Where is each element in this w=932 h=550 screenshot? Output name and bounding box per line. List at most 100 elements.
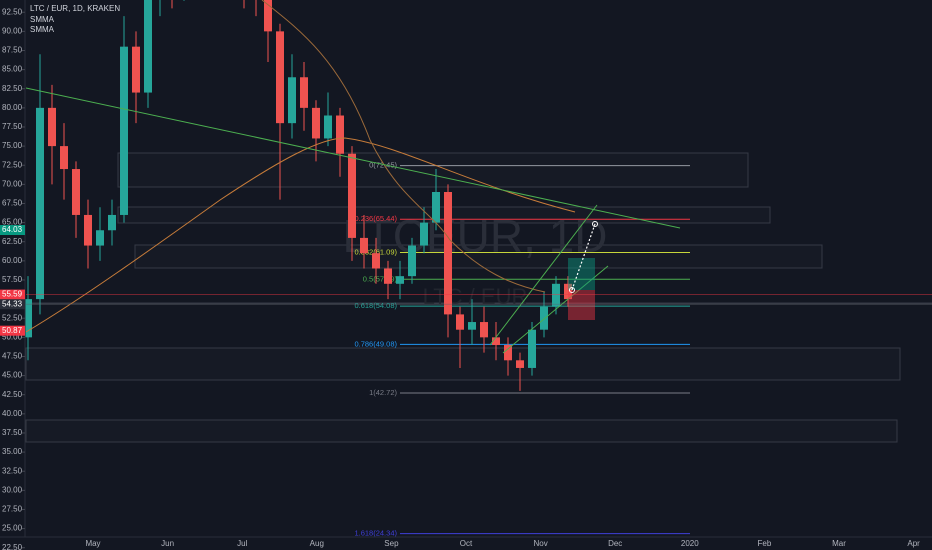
price-tag — [0, 325, 25, 336]
smma-slow — [25, 137, 576, 333]
y-tick-label: 30.00 — [2, 485, 23, 494]
y-tick-label: 37.50 — [2, 428, 23, 437]
candle-body — [60, 146, 68, 170]
y-tick-label: 50.00 — [2, 332, 23, 341]
y-tick-label: 25.00 — [2, 524, 23, 533]
fib-label: 0.618(54.08) — [354, 301, 397, 310]
y-tick-label: 42.50 — [2, 390, 23, 399]
fib-label: 1.618(24.34) — [354, 529, 397, 538]
y-tick-label: 65.00 — [2, 218, 23, 227]
trendline — [25, 87, 681, 229]
x-tick-label: 2020 — [681, 539, 699, 548]
price-tag-label: 50.87 — [2, 326, 23, 335]
fib-label: 0(72.45) — [369, 161, 397, 170]
candle-body — [120, 46, 128, 215]
x-tick-label: Mar — [832, 539, 846, 548]
x-tick-label: Nov — [533, 539, 547, 548]
candle-body — [504, 344, 512, 361]
candles — [24, 0, 572, 391]
candle-body — [516, 360, 524, 368]
y-tick-label: 35.00 — [2, 447, 23, 456]
candle-body — [528, 329, 536, 368]
candle-body — [84, 214, 92, 246]
price-tag-label: 54.33 — [2, 299, 23, 308]
y-tick-label: 60.00 — [2, 256, 23, 265]
candle-body — [312, 107, 320, 139]
candle-body — [36, 107, 44, 300]
y-tick-label: 52.50 — [2, 313, 23, 322]
y-tick-label: 90.00 — [2, 26, 23, 35]
y-tick-label: 32.50 — [2, 466, 23, 475]
channel-top — [489, 204, 598, 346]
candle-body — [396, 276, 404, 284]
y-tick-label: 77.50 — [2, 122, 23, 131]
candle-body — [408, 245, 416, 277]
axis-background — [0, 0, 25, 550]
indicator-label: SMMA — [30, 15, 55, 24]
watermark-sub: LTC / EUR — [423, 284, 528, 309]
y-tick-label: 57.50 — [2, 275, 23, 284]
y-tick-label: 75.00 — [2, 141, 23, 150]
zones — [25, 152, 932, 443]
x-tick-label: Jun — [161, 539, 174, 548]
zone — [134, 244, 823, 269]
candle-body — [564, 283, 572, 300]
candle-body — [360, 237, 368, 254]
candle-body — [108, 214, 116, 231]
y-tick-label: 87.50 — [2, 46, 23, 55]
y-tick-label: 67.50 — [2, 199, 23, 208]
candle-body — [432, 192, 440, 223]
x-tick-label: Jul — [237, 539, 247, 548]
y-tick-label: 82.50 — [2, 84, 23, 93]
y-tick-label: 70.00 — [2, 179, 23, 188]
y-tick-label: 22.50 — [2, 543, 23, 550]
x-tick-label: Feb — [758, 539, 772, 548]
candle-body — [492, 337, 500, 345]
x-tick-label: Sep — [384, 539, 399, 548]
candle-body — [480, 322, 488, 338]
candle-body — [552, 283, 560, 307]
candle-body — [48, 107, 56, 147]
candle-body — [468, 322, 476, 330]
candle-body — [144, 0, 152, 93]
x-tick-label: May — [85, 539, 100, 548]
price-tag — [0, 225, 25, 236]
price-tag — [0, 289, 25, 300]
y-axis: 92.50 90.00 87.50 85.00 82.50 80.00 77.50 75.00… — [0, 0, 26, 550]
candle-body — [72, 169, 80, 215]
x-tick-label: Dec — [608, 539, 622, 548]
candle-body — [132, 46, 140, 93]
y-tick-label: 62.50 — [2, 237, 23, 246]
candle-body — [24, 299, 32, 338]
candle-body — [336, 115, 344, 154]
fib-label: 0.786(49.08) — [354, 339, 397, 348]
fib-label: 0.236(65.44) — [354, 214, 397, 223]
candle-body — [300, 77, 308, 108]
candle-body — [420, 222, 428, 246]
candle-body — [540, 306, 548, 330]
zone — [117, 152, 749, 188]
price-tag-label: 55.59 — [2, 290, 23, 299]
smma-fast — [261, 0, 546, 293]
projection-end — [592, 221, 598, 227]
candle-body — [96, 230, 104, 246]
candle-body — [264, 0, 272, 32]
y-tick-label: 45.00 — [2, 371, 23, 380]
zone — [25, 347, 901, 381]
candle-body — [288, 77, 296, 124]
y-tick-label: 92.50 — [2, 7, 23, 16]
channel-bottom — [502, 265, 609, 354]
price-tag-label: 64.03 — [2, 225, 23, 234]
zone — [25, 419, 898, 443]
candle-body — [276, 31, 284, 124]
y-tick-label: 40.00 — [2, 409, 23, 418]
indicator-label: SMMA — [30, 25, 55, 34]
x-tick-label: Oct — [460, 539, 473, 548]
chart-title: LTC / EUR, 1D, KRAKEN — [30, 4, 120, 13]
candle-body — [384, 268, 392, 284]
fib-label: 0.5(57.59) — [363, 274, 398, 283]
x-tick-label: Apr — [907, 539, 920, 548]
y-tick-label: 47.50 — [2, 352, 23, 361]
